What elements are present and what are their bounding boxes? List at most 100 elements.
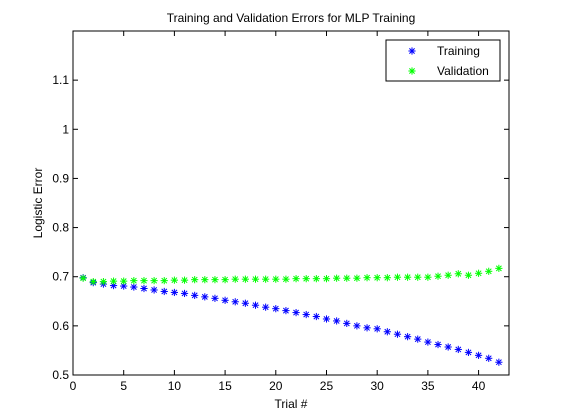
data-point xyxy=(160,277,168,285)
data-point xyxy=(312,275,320,283)
data-point xyxy=(231,298,239,306)
data-point xyxy=(150,277,158,285)
data-point xyxy=(170,276,178,284)
data-point xyxy=(211,294,219,302)
series-training xyxy=(79,274,503,366)
x-tick-label: 0 xyxy=(70,379,77,393)
data-point xyxy=(404,273,412,281)
data-point xyxy=(383,274,391,282)
data-point xyxy=(343,319,351,327)
data-point xyxy=(302,275,310,283)
legend-marker-validation xyxy=(408,67,416,75)
data-point xyxy=(272,275,280,283)
data-point xyxy=(180,276,189,284)
y-axis-label: Logistic Error xyxy=(31,168,45,239)
data-point xyxy=(312,312,320,321)
data-point xyxy=(282,307,290,315)
data-point xyxy=(231,275,239,283)
data-point xyxy=(434,340,442,349)
data-point xyxy=(424,338,432,346)
data-point xyxy=(221,276,229,284)
data-point xyxy=(201,293,209,301)
y-tick-label: 0.8 xyxy=(52,221,69,235)
data-point xyxy=(170,288,178,297)
y-tick-label: 1 xyxy=(62,122,69,136)
series-layer xyxy=(79,264,503,366)
data-point xyxy=(424,273,432,281)
data-point xyxy=(79,274,87,282)
data-point xyxy=(353,322,361,330)
x-tick-label: 15 xyxy=(218,379,232,393)
data-point xyxy=(373,274,381,282)
x-tick-label: 35 xyxy=(421,379,435,393)
data-point xyxy=(191,291,199,299)
x-axis-label: Trial # xyxy=(275,397,308,411)
data-point xyxy=(363,274,371,282)
x-tick-label: 25 xyxy=(320,379,334,393)
data-point xyxy=(414,335,422,343)
chart-title: Training and Validation Errors for MLP T… xyxy=(167,11,416,25)
data-point xyxy=(130,277,138,285)
data-point xyxy=(444,271,452,279)
data-point xyxy=(201,276,209,284)
y-tick-label: 0.6 xyxy=(52,319,69,333)
y-tick-label: 0.7 xyxy=(52,270,69,284)
x-tick-label: 30 xyxy=(371,379,385,393)
x-tick-label: 5 xyxy=(120,379,127,393)
data-point xyxy=(393,330,402,338)
data-point xyxy=(140,284,148,293)
plot-area xyxy=(72,30,510,376)
data-point xyxy=(393,273,402,281)
data-point xyxy=(191,276,199,284)
data-point xyxy=(454,270,462,278)
data-point xyxy=(140,277,148,285)
data-point xyxy=(180,289,189,298)
data-point xyxy=(485,267,493,275)
data-point xyxy=(241,299,249,307)
legend-marker-point xyxy=(408,67,416,75)
data-point xyxy=(262,303,270,311)
data-point xyxy=(272,305,280,313)
data-point xyxy=(120,277,128,285)
data-point xyxy=(160,287,168,296)
data-point xyxy=(363,324,371,332)
data-point xyxy=(322,275,331,283)
data-point xyxy=(444,343,452,351)
data-point xyxy=(495,358,503,366)
data-point xyxy=(414,273,422,281)
data-point xyxy=(464,271,473,279)
data-point xyxy=(485,354,493,362)
x-tick-label: 10 xyxy=(168,379,182,393)
data-point xyxy=(322,315,331,323)
data-point xyxy=(333,317,341,325)
data-point xyxy=(474,269,483,277)
x-tick-label: 40 xyxy=(472,379,486,393)
data-point xyxy=(221,296,229,304)
data-point xyxy=(464,348,473,356)
x-tick-label: 20 xyxy=(269,379,283,393)
data-point xyxy=(292,275,300,283)
data-point xyxy=(251,275,260,283)
data-point xyxy=(353,274,361,282)
data-point xyxy=(474,351,483,359)
x-axis-ticks: 0 5 10 15 20 25 30 35 40 xyxy=(70,31,486,393)
data-point xyxy=(373,325,381,333)
legend-marker-point xyxy=(408,47,416,55)
data-point xyxy=(282,275,290,283)
y-tick-label: 0.9 xyxy=(52,171,69,185)
data-point xyxy=(302,310,310,319)
data-point xyxy=(241,275,249,283)
legend: Training Validation xyxy=(385,39,501,82)
data-point xyxy=(454,345,462,354)
data-point xyxy=(251,301,260,309)
data-point xyxy=(262,275,270,283)
y-tick-label: 0.5 xyxy=(52,368,69,382)
legend-label-training: Training xyxy=(437,44,480,58)
data-point xyxy=(434,272,442,280)
data-point xyxy=(343,274,351,282)
y-tick-label: 1.1 xyxy=(52,73,69,87)
data-point xyxy=(130,283,138,291)
data-point xyxy=(109,277,118,285)
legend-label-validation: Validation xyxy=(437,64,489,78)
